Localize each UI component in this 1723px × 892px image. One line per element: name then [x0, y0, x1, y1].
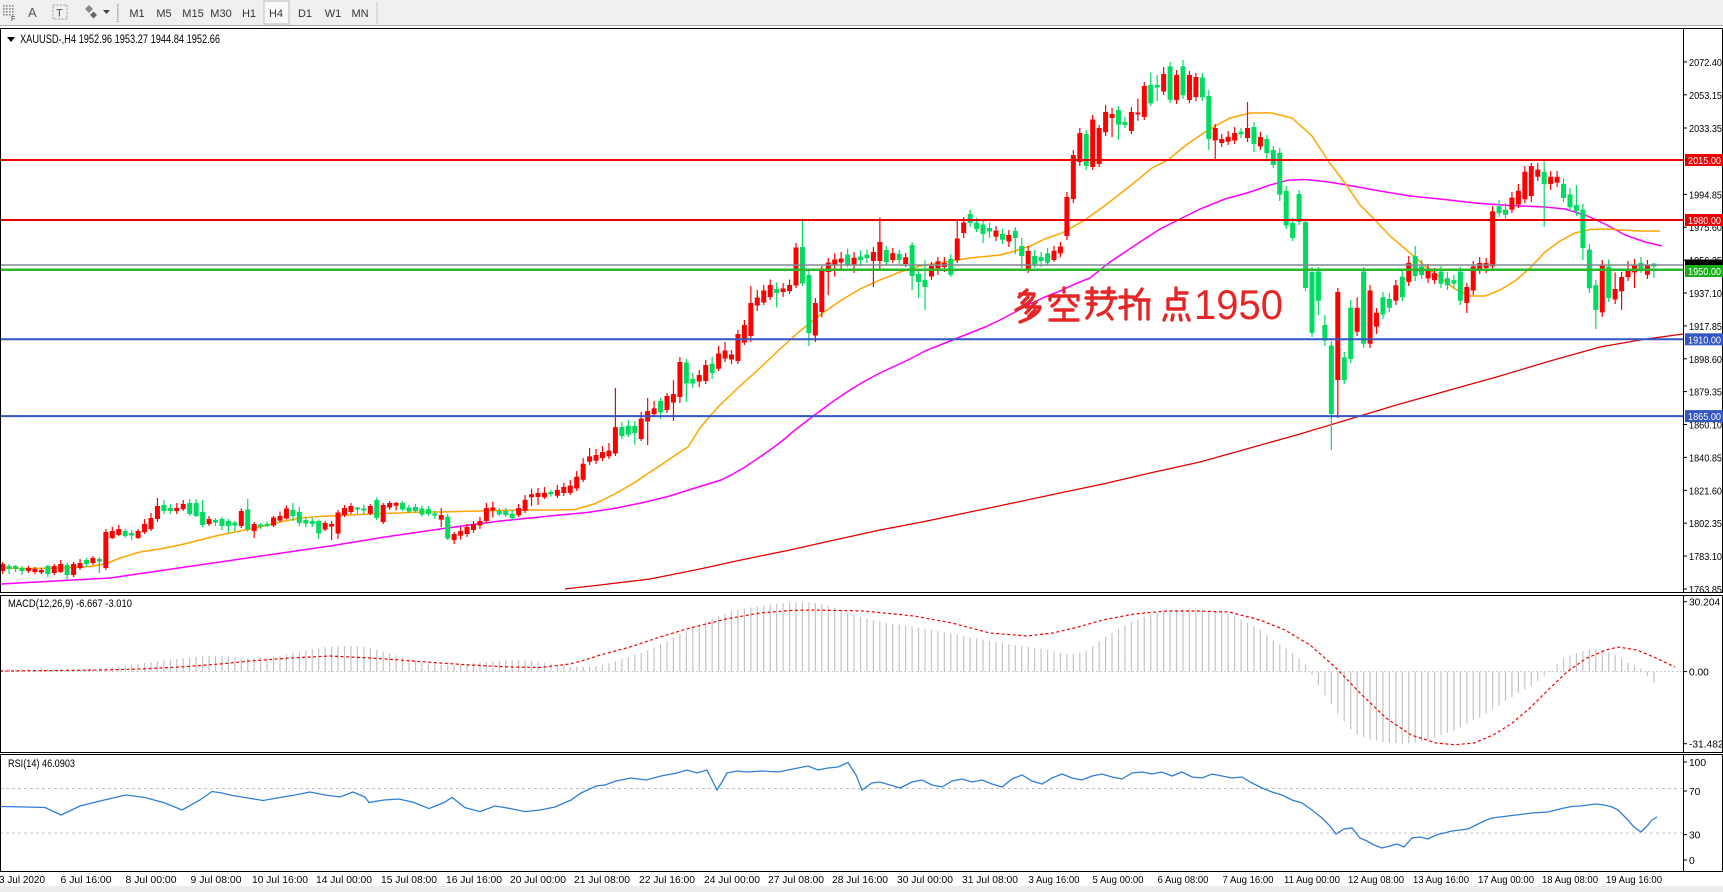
svg-text:0: 0: [1689, 856, 1695, 867]
svg-text:W1: W1: [325, 8, 342, 20]
svg-text:16 Jul 16:00: 16 Jul 16:00: [446, 875, 502, 886]
svg-text:6 Aug 08:00: 6 Aug 08:00: [1158, 875, 1209, 886]
svg-text:1821.60: 1821.60: [1689, 486, 1722, 497]
svg-text:F: F: [11, 16, 15, 23]
svg-text:9 Jul 08:00: 9 Jul 08:00: [191, 875, 242, 886]
svg-text:1860.10: 1860.10: [1689, 421, 1722, 432]
svg-text:2015.00: 2015.00: [1688, 156, 1721, 167]
svg-text:XAUUSD-,H4 1952.96 1953.27 19: XAUUSD-,H4 1952.96 1953.27 1944.84 1952.…: [20, 34, 220, 46]
svg-text:24 Jul 00:00: 24 Jul 00:00: [704, 875, 760, 886]
svg-text:1763.85: 1763.85: [1689, 585, 1722, 596]
svg-text:MACD(12,26,9) -6.667 -3.010: MACD(12,26,9) -6.667 -3.010: [8, 598, 132, 610]
svg-text:A: A: [28, 5, 37, 20]
svg-text:0.00: 0.00: [1689, 668, 1709, 679]
svg-text:1980.00: 1980.00: [1688, 216, 1721, 227]
svg-text:3 Jul 2020: 3 Jul 2020: [0, 875, 45, 886]
svg-text:27 Jul 08:00: 27 Jul 08:00: [768, 875, 824, 886]
svg-text:D1: D1: [298, 8, 312, 20]
svg-text:12 Aug 08:00: 12 Aug 08:00: [1348, 875, 1404, 886]
svg-text:22 Jul 16:00: 22 Jul 16:00: [639, 875, 695, 886]
svg-text:21 Jul 08:00: 21 Jul 08:00: [574, 875, 630, 886]
svg-text:H1: H1: [242, 8, 256, 20]
svg-text:30: 30: [1689, 831, 1701, 842]
svg-text:14 Jul 00:00: 14 Jul 00:00: [316, 875, 372, 886]
svg-text:1879.35: 1879.35: [1689, 388, 1722, 399]
svg-text:6 Jul 16:00: 6 Jul 16:00: [61, 875, 112, 886]
svg-text:5 Aug 00:00: 5 Aug 00:00: [1093, 875, 1144, 886]
svg-text:18 Aug 08:00: 18 Aug 08:00: [1542, 875, 1598, 886]
svg-text:1975.60: 1975.60: [1689, 223, 1722, 234]
svg-text:M30: M30: [210, 8, 231, 20]
svg-text:-31.482: -31.482: [1689, 740, 1723, 751]
svg-text:1994.85: 1994.85: [1689, 190, 1722, 201]
svg-text:30 Jul 00:00: 30 Jul 00:00: [897, 875, 953, 886]
svg-text:1865.00: 1865.00: [1688, 412, 1721, 423]
svg-text:1950.00: 1950.00: [1688, 267, 1721, 278]
svg-text:MN: MN: [351, 8, 368, 20]
svg-text:20 Jul 00:00: 20 Jul 00:00: [510, 875, 566, 886]
svg-text:11 Aug 00:00: 11 Aug 00:00: [1284, 875, 1340, 886]
svg-text:31 Jul 08:00: 31 Jul 08:00: [962, 875, 1018, 886]
svg-text:70: 70: [1689, 787, 1701, 798]
svg-text:M1: M1: [129, 8, 144, 20]
svg-text:1910.00: 1910.00: [1688, 335, 1721, 346]
svg-text:8 Jul 00:00: 8 Jul 00:00: [126, 875, 177, 886]
svg-text:H4: H4: [269, 8, 283, 20]
svg-text:1917.85: 1917.85: [1689, 322, 1722, 333]
svg-text:2072.40: 2072.40: [1689, 58, 1722, 69]
svg-text:28 Jul 16:00: 28 Jul 16:00: [832, 875, 888, 886]
svg-text:10 Jul 16:00: 10 Jul 16:00: [252, 875, 308, 886]
svg-text:RSI(14) 46.0903: RSI(14) 46.0903: [8, 758, 75, 770]
svg-text:3 Aug 16:00: 3 Aug 16:00: [1029, 875, 1080, 886]
svg-text:2033.35: 2033.35: [1689, 124, 1722, 135]
svg-text:M5: M5: [156, 8, 171, 20]
svg-text:1840.85: 1840.85: [1689, 453, 1722, 464]
svg-text:1783.10: 1783.10: [1689, 552, 1722, 563]
svg-text:15 Jul 08:00: 15 Jul 08:00: [381, 875, 437, 886]
svg-text:2053.15: 2053.15: [1689, 91, 1722, 102]
svg-text:1950: 1950: [1194, 281, 1283, 328]
svg-text:1802.35: 1802.35: [1689, 519, 1722, 530]
svg-text:30.204: 30.204: [1689, 598, 1720, 609]
svg-text:17 Aug 00:00: 17 Aug 00:00: [1478, 875, 1534, 886]
svg-text:T: T: [56, 8, 63, 20]
svg-text:1937.10: 1937.10: [1689, 289, 1722, 300]
svg-text:7 Aug 16:00: 7 Aug 16:00: [1223, 875, 1274, 886]
svg-text:M15: M15: [182, 8, 203, 20]
svg-text:100: 100: [1689, 758, 1706, 769]
svg-text:1898.60: 1898.60: [1689, 355, 1722, 366]
svg-text:13 Aug 16:00: 13 Aug 16:00: [1413, 875, 1469, 886]
svg-text:19 Aug 16:00: 19 Aug 16:00: [1606, 875, 1662, 886]
